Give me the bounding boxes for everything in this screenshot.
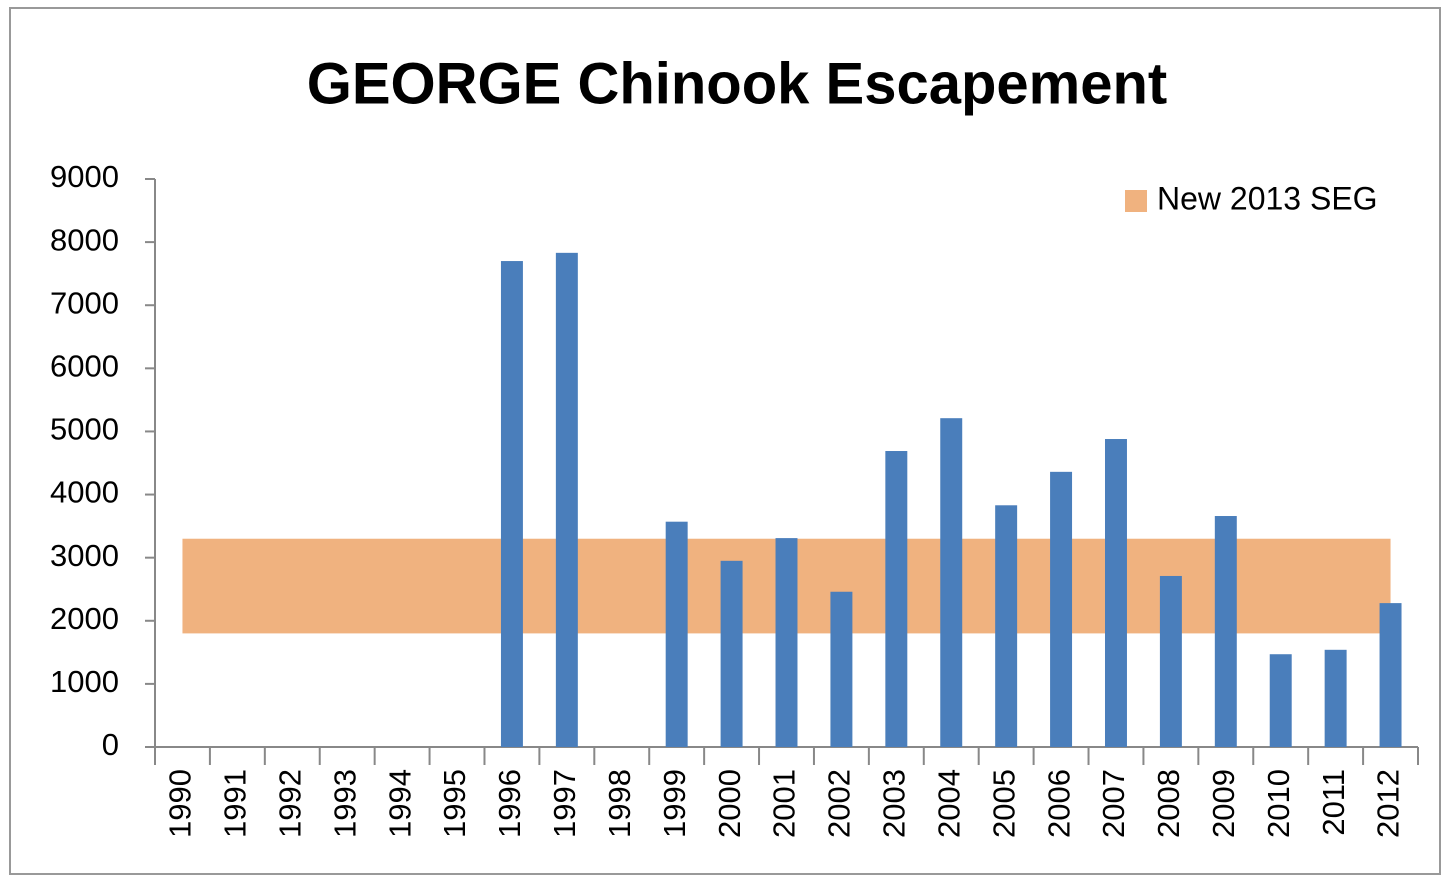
bar — [1050, 471, 1073, 747]
x-tick-label: 2005 — [986, 769, 1021, 838]
bar — [775, 538, 798, 747]
y-tick-label: 5000 — [50, 412, 119, 447]
x-tick-label: 1993 — [327, 769, 362, 838]
y-tick-label: 6000 — [50, 349, 119, 384]
bar — [1269, 654, 1292, 747]
x-tick-label: 1995 — [437, 769, 472, 838]
x-tick-label: 1991 — [218, 769, 253, 838]
bar — [1214, 516, 1237, 747]
x-tick-label: 2002 — [822, 769, 857, 838]
bar — [940, 418, 963, 747]
bar — [555, 252, 578, 747]
bar — [1379, 603, 1402, 747]
y-tick-label: 2000 — [50, 601, 119, 636]
y-tick-label: 4000 — [50, 475, 119, 510]
x-tick-label: 2006 — [1041, 769, 1076, 838]
x-tick-label: 1998 — [602, 769, 637, 838]
y-tick-label: 7000 — [50, 285, 119, 320]
x-tick-label: 2009 — [1206, 769, 1241, 838]
x-tick-label: 1996 — [492, 769, 527, 838]
x-tick-label: 1997 — [547, 769, 582, 838]
x-tick-label: 2011 — [1316, 769, 1351, 836]
x-tick-label: 2003 — [877, 769, 912, 838]
legend-swatch — [1125, 190, 1147, 212]
x-tick-label: 1994 — [382, 769, 417, 838]
x-tick-label: 2010 — [1261, 769, 1296, 838]
bar — [665, 521, 688, 747]
bar — [1104, 439, 1127, 747]
y-tick-label: 1000 — [50, 664, 119, 699]
x-tick-label: 2008 — [1151, 769, 1186, 838]
bar — [830, 591, 853, 747]
y-tick-label: 0 — [102, 727, 119, 762]
legend-label: New 2013 SEG — [1157, 180, 1378, 216]
y-tick-label: 3000 — [50, 538, 119, 573]
x-tick-label: 2004 — [931, 769, 966, 838]
bar — [500, 261, 523, 747]
bar — [1159, 575, 1182, 747]
x-tick-label: 1999 — [657, 769, 692, 838]
chart-title: GEORGE Chinook Escapement — [307, 51, 1168, 116]
bar — [995, 505, 1018, 747]
x-tick-label: 2007 — [1096, 769, 1131, 838]
y-tick-label: 9000 — [50, 159, 119, 194]
x-tick-label: 1992 — [272, 769, 307, 838]
bar — [720, 560, 743, 747]
x-tick-label: 1990 — [163, 769, 198, 838]
x-tick-label: 2000 — [712, 769, 747, 838]
y-tick-label: 8000 — [50, 222, 119, 257]
bar — [885, 451, 908, 747]
bar — [1324, 649, 1347, 747]
x-tick-label: 2001 — [767, 769, 802, 838]
x-tick-label: 2012 — [1371, 769, 1406, 838]
